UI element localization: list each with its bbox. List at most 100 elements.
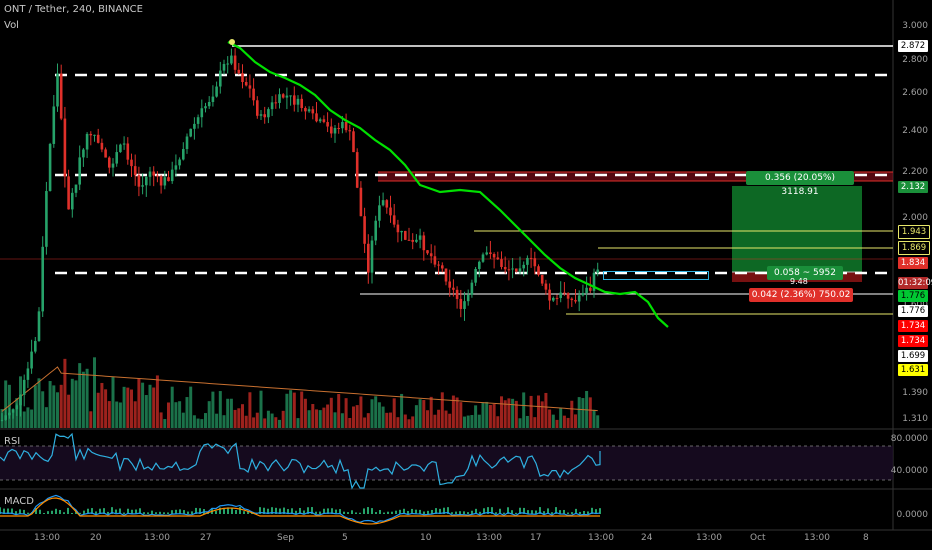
- volume-bar: [30, 409, 34, 428]
- entry-label[interactable]: 0.058 ~ 5952: [767, 266, 843, 280]
- volume-bar: [577, 397, 581, 428]
- candle: [526, 257, 529, 265]
- candle: [145, 176, 148, 186]
- price-tag: 1.943: [898, 225, 930, 239]
- volume-bar: [533, 417, 537, 428]
- macd-hist-bar: [47, 511, 49, 514]
- macd-hist-bar: [423, 511, 425, 514]
- candle: [163, 177, 167, 186]
- price-tag: 1.734: [898, 335, 928, 347]
- macd-hist-bar: [215, 510, 217, 514]
- price-tick: 2.600: [902, 88, 928, 98]
- time-tick: 20: [90, 533, 102, 543]
- candle: [478, 261, 481, 269]
- candle: [418, 235, 422, 240]
- macd-hist-bar: [347, 512, 349, 514]
- macd-hist-bar: [467, 512, 469, 514]
- price-tick: 1.390: [902, 388, 928, 398]
- candle: [496, 257, 500, 260]
- candle: [489, 252, 492, 255]
- time-tick: 5: [342, 533, 348, 543]
- volume-bar: [485, 401, 489, 428]
- macd-hist-bar: [435, 508, 437, 514]
- macd-hist-bar: [319, 511, 321, 514]
- macd-hist-bar: [515, 512, 517, 514]
- macd-hist-bar: [63, 512, 65, 514]
- macd-hist-bar: [223, 507, 225, 514]
- macd-hist-bar: [571, 512, 573, 514]
- candle: [185, 136, 189, 150]
- volume-bar: [274, 417, 278, 428]
- candle: [374, 220, 377, 241]
- volume-bar: [433, 414, 437, 428]
- volume-bar: [170, 386, 174, 428]
- macd-hist-bar: [155, 512, 157, 514]
- candle: [552, 297, 555, 301]
- candle: [396, 224, 400, 233]
- price-tag: 1.631: [898, 364, 928, 376]
- macd-hist-bar: [239, 507, 241, 514]
- macd-hist-bar: [199, 508, 201, 514]
- candle: [230, 55, 233, 64]
- candle: [566, 293, 570, 299]
- volume-bar: [70, 378, 74, 428]
- loss-label[interactable]: 0.042 (2.36%) 750.02: [749, 288, 853, 302]
- macd-hist-bar: [87, 508, 89, 514]
- volume-bar: [422, 400, 426, 428]
- volume-bar: [448, 413, 452, 428]
- volume-bar: [7, 384, 11, 428]
- time-tick: 13:00: [144, 533, 170, 543]
- volume-bar: [211, 391, 215, 428]
- candle: [63, 118, 67, 177]
- candle: [11, 409, 15, 413]
- rsi-band: [0, 446, 893, 480]
- volume-bar: [159, 412, 163, 428]
- selection-box[interactable]: [603, 271, 709, 280]
- candle: [581, 292, 585, 296]
- candle: [341, 121, 344, 129]
- volume-bar: [566, 417, 570, 428]
- candle: [422, 235, 426, 251]
- rsi-label: RSI: [4, 436, 21, 447]
- macd-hist-bar: [191, 511, 193, 514]
- volume-bar: [229, 398, 233, 428]
- candle: [71, 192, 74, 210]
- macd-hist-bar: [419, 509, 421, 514]
- candle: [200, 108, 204, 118]
- macd-hist-bar: [491, 507, 493, 514]
- candle: [56, 73, 59, 107]
- macd-hist-bar: [263, 507, 265, 514]
- volume-bar: [429, 396, 433, 428]
- candle: [441, 265, 444, 269]
- volume-bar: [81, 371, 85, 428]
- macd-hist-bar: [395, 510, 397, 514]
- macd-hist-bar: [415, 509, 417, 514]
- volume-bar: [67, 394, 71, 428]
- candle: [433, 256, 437, 265]
- candle: [577, 295, 581, 302]
- macd-hist-bar: [0, 507, 1, 514]
- macd-hist-bar: [79, 512, 81, 514]
- rsi-tick: 40.0000: [890, 466, 928, 476]
- volume-bar: [252, 417, 256, 428]
- moving-average-line: [227, 41, 669, 328]
- candle: [267, 109, 270, 118]
- volume-bar: [141, 382, 145, 428]
- macd-hist-bar: [103, 508, 105, 514]
- volume-bar: [100, 382, 104, 428]
- candle: [585, 287, 588, 293]
- candle: [222, 64, 226, 71]
- macd-hist-bar: [451, 512, 453, 514]
- candle: [503, 266, 507, 270]
- macd-hist-bar: [379, 509, 381, 514]
- volume-bar: [85, 368, 89, 428]
- profit-label[interactable]: 0.356 (20.05%) 3118.91: [746, 171, 854, 197]
- volume-bar: [381, 406, 385, 428]
- candle: [378, 205, 381, 221]
- macd-hist-bar: [371, 508, 373, 514]
- candle: [289, 95, 292, 97]
- rsi-line: [0, 432, 601, 490]
- candle: [45, 191, 48, 247]
- macd-hist-bar: [43, 512, 45, 514]
- volume-bar: [241, 404, 244, 428]
